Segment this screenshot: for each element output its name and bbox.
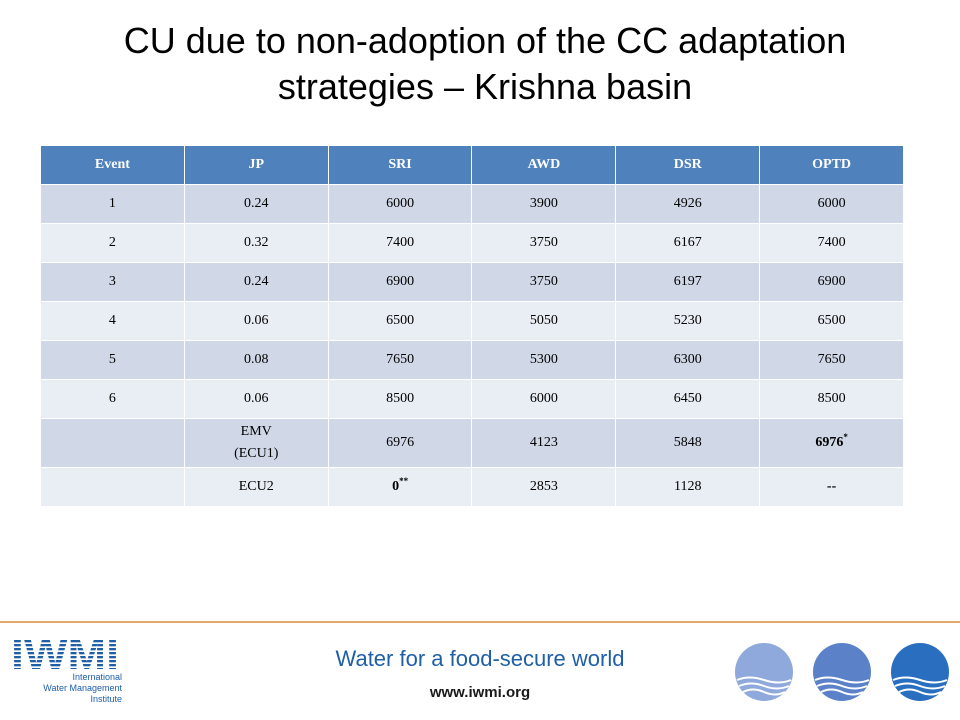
title-line-1: CU due to non-adoption of the CC adaptat… — [123, 20, 847, 61]
logo-line-2: Water Management — [43, 683, 122, 693]
cell-event: 4 — [40, 301, 185, 341]
ecu2-row: ECU2 0** 2853 1128 -- — [40, 467, 904, 507]
table-row: 1 0.24 6000 3900 4926 6000 — [40, 184, 904, 224]
cell-emv-dsr: 5848 — [615, 418, 761, 468]
header-event: Event — [40, 145, 185, 185]
header-awd: AWD — [471, 145, 617, 185]
cell-dsr: 4926 — [615, 184, 761, 224]
emv-row: EMV (ECU1) 6976 4123 5848 6976* — [40, 418, 904, 468]
emv-label-line-2: (ECU1) — [234, 446, 279, 461]
cell-ecu2-optd: -- — [759, 467, 904, 507]
cell-event — [40, 467, 185, 507]
cell-sri: 6500 — [327, 301, 473, 341]
cell-sri: 6900 — [327, 262, 473, 302]
cell-event: 1 — [40, 184, 185, 224]
logo-wordmark: International Water Management Institute — [10, 672, 122, 705]
cell-awd: 3750 — [471, 223, 617, 263]
table-row: 3 0.24 6900 3750 6197 6900 — [40, 262, 904, 302]
emv-optd-footnote-mark: * — [843, 432, 848, 442]
logo-line-1: International — [72, 672, 122, 682]
cell-dsr: 6450 — [615, 379, 761, 419]
cell-event — [40, 418, 185, 468]
cell-ecu2-label: ECU2 — [183, 467, 329, 507]
footer-divider — [0, 621, 960, 623]
iwmi-logo: IWMI International Water Management Inst… — [10, 632, 122, 712]
slide-title: CU due to non-adoption of the CC adaptat… — [60, 18, 910, 110]
cell-jp: 0.06 — [183, 301, 329, 341]
water-drop-icon — [735, 643, 793, 701]
cell-event: 5 — [40, 340, 185, 380]
emv-label-line-1: EMV — [240, 424, 272, 439]
cell-dsr: 6197 — [615, 262, 761, 302]
table-row: 2 0.32 7400 3750 6167 7400 — [40, 223, 904, 263]
cell-sri: 8500 — [327, 379, 473, 419]
ecu2-sri-value: 0 — [392, 479, 400, 494]
header-dsr: DSR — [615, 145, 761, 185]
iwmi-logo-mark: IWMI — [11, 632, 119, 672]
header-sri: SRI — [327, 145, 473, 185]
table-header-row: Event JP SRI AWD DSR OPTD — [40, 145, 904, 185]
cell-jp: 0.08 — [183, 340, 329, 380]
cell-event: 2 — [40, 223, 185, 263]
cell-ecu2-sri: 0** — [327, 467, 473, 507]
cell-sri: 7650 — [327, 340, 473, 380]
cell-optd: 8500 — [759, 379, 904, 419]
cell-optd: 6900 — [759, 262, 904, 302]
cell-optd: 6000 — [759, 184, 904, 224]
cell-event: 6 — [40, 379, 185, 419]
cell-optd: 7400 — [759, 223, 904, 263]
logo-line-3: Institute — [90, 694, 122, 704]
cell-sri: 6000 — [327, 184, 473, 224]
cell-jp: 0.24 — [183, 262, 329, 302]
footer-tagline: Water for a food-secure world — [335, 646, 625, 671]
cell-awd: 3900 — [471, 184, 617, 224]
cell-optd: 6500 — [759, 301, 904, 341]
logo-mark-text: IWMI — [11, 632, 119, 672]
cell-awd: 5300 — [471, 340, 617, 380]
cell-dsr: 6167 — [615, 223, 761, 263]
cell-awd: 6000 — [471, 379, 617, 419]
cell-sri: 7400 — [327, 223, 473, 263]
table-row: 5 0.08 7650 5300 6300 7650 — [40, 340, 904, 380]
water-drop-icon — [891, 643, 949, 701]
title-line-2: strategies – Krishna basin — [277, 66, 693, 107]
cell-emv-optd: 6976* — [759, 418, 904, 468]
ecu2-sri-footnote-mark: ** — [399, 476, 409, 486]
footer-url[interactable]: www.iwmi.org — [429, 684, 531, 701]
table-row: 4 0.06 6500 5050 5230 6500 — [40, 301, 904, 341]
cell-jp: 0.06 — [183, 379, 329, 419]
table-row: 6 0.06 8500 6000 6450 8500 — [40, 379, 904, 419]
cell-emv-sri: 6976 — [327, 418, 473, 468]
header-jp: JP — [183, 145, 329, 185]
emv-optd-value: 6976 — [815, 435, 844, 450]
cell-awd: 5050 — [471, 301, 617, 341]
cell-optd: 7650 — [759, 340, 904, 380]
cu-table: Event JP SRI AWD DSR OPTD 1 0.24 6000 39… — [40, 145, 904, 507]
header-optd: OPTD — [759, 145, 904, 185]
water-drop-icon — [813, 643, 871, 701]
cell-event: 3 — [40, 262, 185, 302]
cell-dsr: 5230 — [615, 301, 761, 341]
cell-ecu2-dsr: 1128 — [615, 467, 761, 507]
cell-ecu2-awd: 2853 — [471, 467, 617, 507]
cell-jp: 0.24 — [183, 184, 329, 224]
cell-awd: 3750 — [471, 262, 617, 302]
data-table: Event JP SRI AWD DSR OPTD 1 0.24 6000 39… — [40, 145, 904, 507]
cell-emv-awd: 4123 — [471, 418, 617, 468]
cell-dsr: 6300 — [615, 340, 761, 380]
cell-emv-label: EMV (ECU1) — [183, 418, 329, 468]
cell-jp: 0.32 — [183, 223, 329, 263]
